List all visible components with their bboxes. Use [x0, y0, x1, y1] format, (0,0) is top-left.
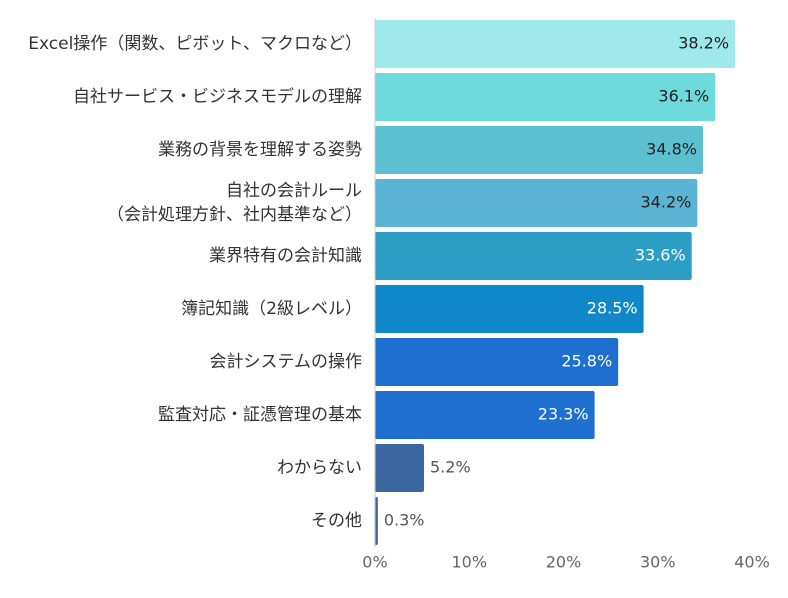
- value-label-8: 5.2%: [430, 458, 471, 477]
- value-label-4: 33.6%: [635, 246, 686, 265]
- bar-2: [375, 126, 703, 174]
- bar-7: [375, 391, 595, 439]
- bar-5: [375, 285, 644, 333]
- x-tick-label-2: 20%: [546, 553, 582, 572]
- category-label-3-line-1: （会計処理方針、社内基準など）: [107, 205, 362, 225]
- bar-3: [375, 179, 698, 227]
- value-label-6: 25.8%: [561, 352, 612, 371]
- bar-1: [375, 73, 716, 121]
- category-label-1: 自社サービス・ビジネスモデルの理解: [73, 86, 362, 107]
- value-label-1: 36.1%: [658, 87, 709, 106]
- value-label-3: 34.2%: [641, 193, 692, 212]
- bar-8: [375, 444, 425, 492]
- category-label-8: わからない: [277, 458, 362, 478]
- value-label-0: 38.2%: [678, 34, 729, 53]
- category-label-7: 監査対応・証憑管理の基本: [158, 405, 362, 425]
- category-label-9: その他: [311, 511, 362, 531]
- x-axis: 0% 10% 20% 30% 40%: [362, 18, 770, 572]
- x-tick-label-0: 0%: [362, 553, 387, 572]
- bar-4: [375, 232, 692, 280]
- value-label-7: 23.3%: [538, 405, 589, 424]
- x-tick-label-1: 10%: [451, 553, 487, 572]
- category-label-2: 業務の背景を理解する姿勢: [158, 140, 362, 160]
- bars-layer: [375, 20, 736, 545]
- x-tick-label-3: 30%: [640, 553, 676, 572]
- category-label-6: 会計システムの操作: [210, 352, 363, 372]
- bar-0: [375, 20, 736, 68]
- value-labels-layer: 38.2% 36.1% 34.8% 34.2% 33.6% 28.5% 25.8% 23.3%…: [384, 34, 729, 530]
- category-labels-layer: Excel操作（関数、ピボット、マクロなど） 自社サービス・ビジネスモデルの理解業…: [28, 34, 362, 531]
- category-label-4: 業界特有の会計知識: [209, 246, 362, 266]
- category-label-0: Excel操作（関数、ピボット、マクロなど）: [28, 34, 362, 54]
- x-tick-label-4: 40%: [734, 553, 770, 572]
- bar-9: [375, 497, 378, 545]
- category-label-5: 簿記知識（2級レベル）: [181, 299, 362, 319]
- value-label-9: 0.3%: [384, 511, 425, 530]
- category-label-3-line-0: 自社の会計ルール: [226, 181, 362, 201]
- value-label-5: 28.5%: [587, 299, 638, 318]
- bar-6: [375, 338, 619, 386]
- value-label-2: 34.8%: [646, 140, 697, 159]
